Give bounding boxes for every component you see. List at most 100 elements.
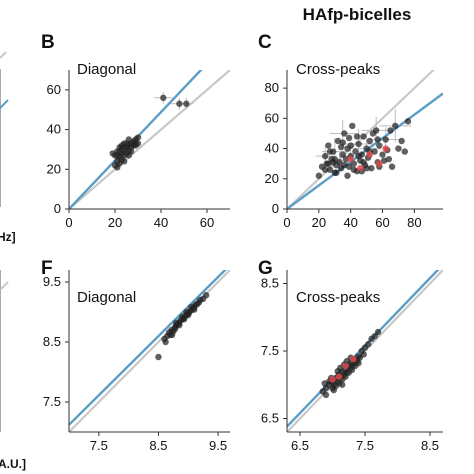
data-point	[160, 94, 167, 102]
y-tick-label: 8.5	[261, 276, 279, 291]
data-point	[326, 166, 334, 173]
data-point	[345, 134, 353, 142]
data-point	[371, 148, 378, 155]
panel-title: Diagonal	[77, 61, 136, 78]
x-tick-label: 7.5	[90, 438, 108, 453]
panel-letter: G	[258, 258, 273, 279]
data-point	[339, 151, 346, 158]
x-tick-label: 0	[65, 215, 72, 230]
highlight-point	[329, 376, 336, 383]
data-point	[162, 338, 169, 346]
highlight-point	[382, 145, 389, 152]
left-axis-label-fragment-bottom: A.U.]	[0, 457, 26, 471]
data-point	[127, 148, 135, 155]
identity-line	[287, 270, 443, 432]
figure-title: HAfp-bicelles	[303, 5, 412, 24]
data-point	[360, 133, 367, 140]
data-point	[342, 155, 350, 163]
identity-line	[69, 70, 230, 209]
highlight-point	[357, 165, 364, 172]
data-point	[341, 130, 348, 137]
data-point	[339, 139, 346, 146]
data-point	[382, 136, 389, 143]
y-tick-label: 8.5	[43, 334, 61, 349]
panels: 0 20 40 60 0 20 40 60 B Diagonal 0 20 40 60 80 0 20 40 60 8…	[41, 32, 443, 453]
y-tick-label: 6.5	[261, 411, 279, 426]
data-point	[350, 160, 358, 167]
data-point	[109, 150, 116, 157]
data-point	[349, 122, 356, 130]
data-point	[360, 158, 367, 166]
data-point	[121, 158, 128, 165]
data-point	[401, 148, 408, 155]
y-tick-label: 40	[47, 122, 61, 137]
data-point	[374, 136, 381, 143]
fit-line	[69, 70, 203, 209]
data-point	[336, 158, 343, 166]
data-point	[395, 145, 402, 152]
highlight-point	[335, 373, 343, 380]
data-point	[191, 306, 198, 313]
data-point	[392, 122, 399, 130]
panel-b: 0 20 40 60 0 20 40 60 B Diagonal	[41, 32, 230, 230]
y-tick-label: 0	[272, 201, 279, 216]
data-point	[322, 152, 329, 160]
plot-area	[287, 270, 443, 432]
data-point	[387, 127, 394, 134]
y-tick-label: 7.5	[43, 394, 61, 409]
y-tick-label: 20	[47, 161, 61, 176]
data-point	[125, 136, 132, 143]
data-point	[173, 319, 180, 326]
panel-title: Diagonal	[77, 289, 136, 306]
data-point	[369, 130, 377, 137]
highlight-point	[342, 362, 349, 370]
panel-c: 0 20 40 60 80 0 20 40 60 80 C Cross-peaks	[258, 32, 443, 230]
data-point	[404, 118, 412, 125]
data-point	[183, 308, 190, 316]
x-tick-label: 9.5	[209, 438, 227, 453]
data-point	[380, 157, 388, 164]
data-point	[155, 353, 162, 361]
data-point	[168, 331, 176, 338]
data-point	[333, 169, 340, 176]
data-point	[326, 148, 334, 155]
data-point	[355, 140, 362, 148]
y-tick-label: 9.5	[43, 274, 61, 289]
panel-letter: C	[258, 32, 272, 53]
left-panel-top-fragment: Hz]	[0, 51, 16, 244]
y-tick-label: 60	[265, 110, 279, 125]
data-point	[329, 158, 337, 166]
data-point	[368, 165, 375, 172]
data-point	[315, 172, 323, 179]
data-point	[202, 292, 210, 299]
data-point	[374, 328, 382, 336]
highlight-point	[347, 155, 354, 163]
fit-line	[69, 270, 227, 426]
data-point	[134, 134, 142, 141]
x-tick-label: 8.5	[421, 438, 439, 453]
data-point	[171, 325, 179, 332]
left-axis-label-fragment-top: Hz]	[0, 230, 16, 244]
x-tick-label: 0	[283, 215, 290, 230]
data-point	[321, 380, 328, 387]
data-point	[337, 364, 344, 372]
data-point	[344, 172, 351, 179]
y-tick-label: 80	[265, 80, 279, 95]
data-point	[330, 386, 337, 394]
data-point	[376, 142, 383, 149]
data-point	[398, 137, 405, 145]
x-tick-label: 20	[108, 215, 122, 230]
left-identity-fragment-bottom	[0, 281, 9, 291]
plot-area	[69, 70, 230, 209]
data-point	[118, 142, 126, 149]
highlight-point	[350, 355, 357, 363]
y-tick-label: 20	[265, 171, 279, 186]
y-tick-label: 0	[54, 201, 61, 216]
data-point	[363, 165, 370, 172]
data-point	[366, 137, 373, 145]
x-tick-label: 8.5	[149, 438, 167, 453]
panel-title: Cross-peaks	[296, 289, 380, 306]
x-tick-label: 6.5	[291, 438, 309, 453]
